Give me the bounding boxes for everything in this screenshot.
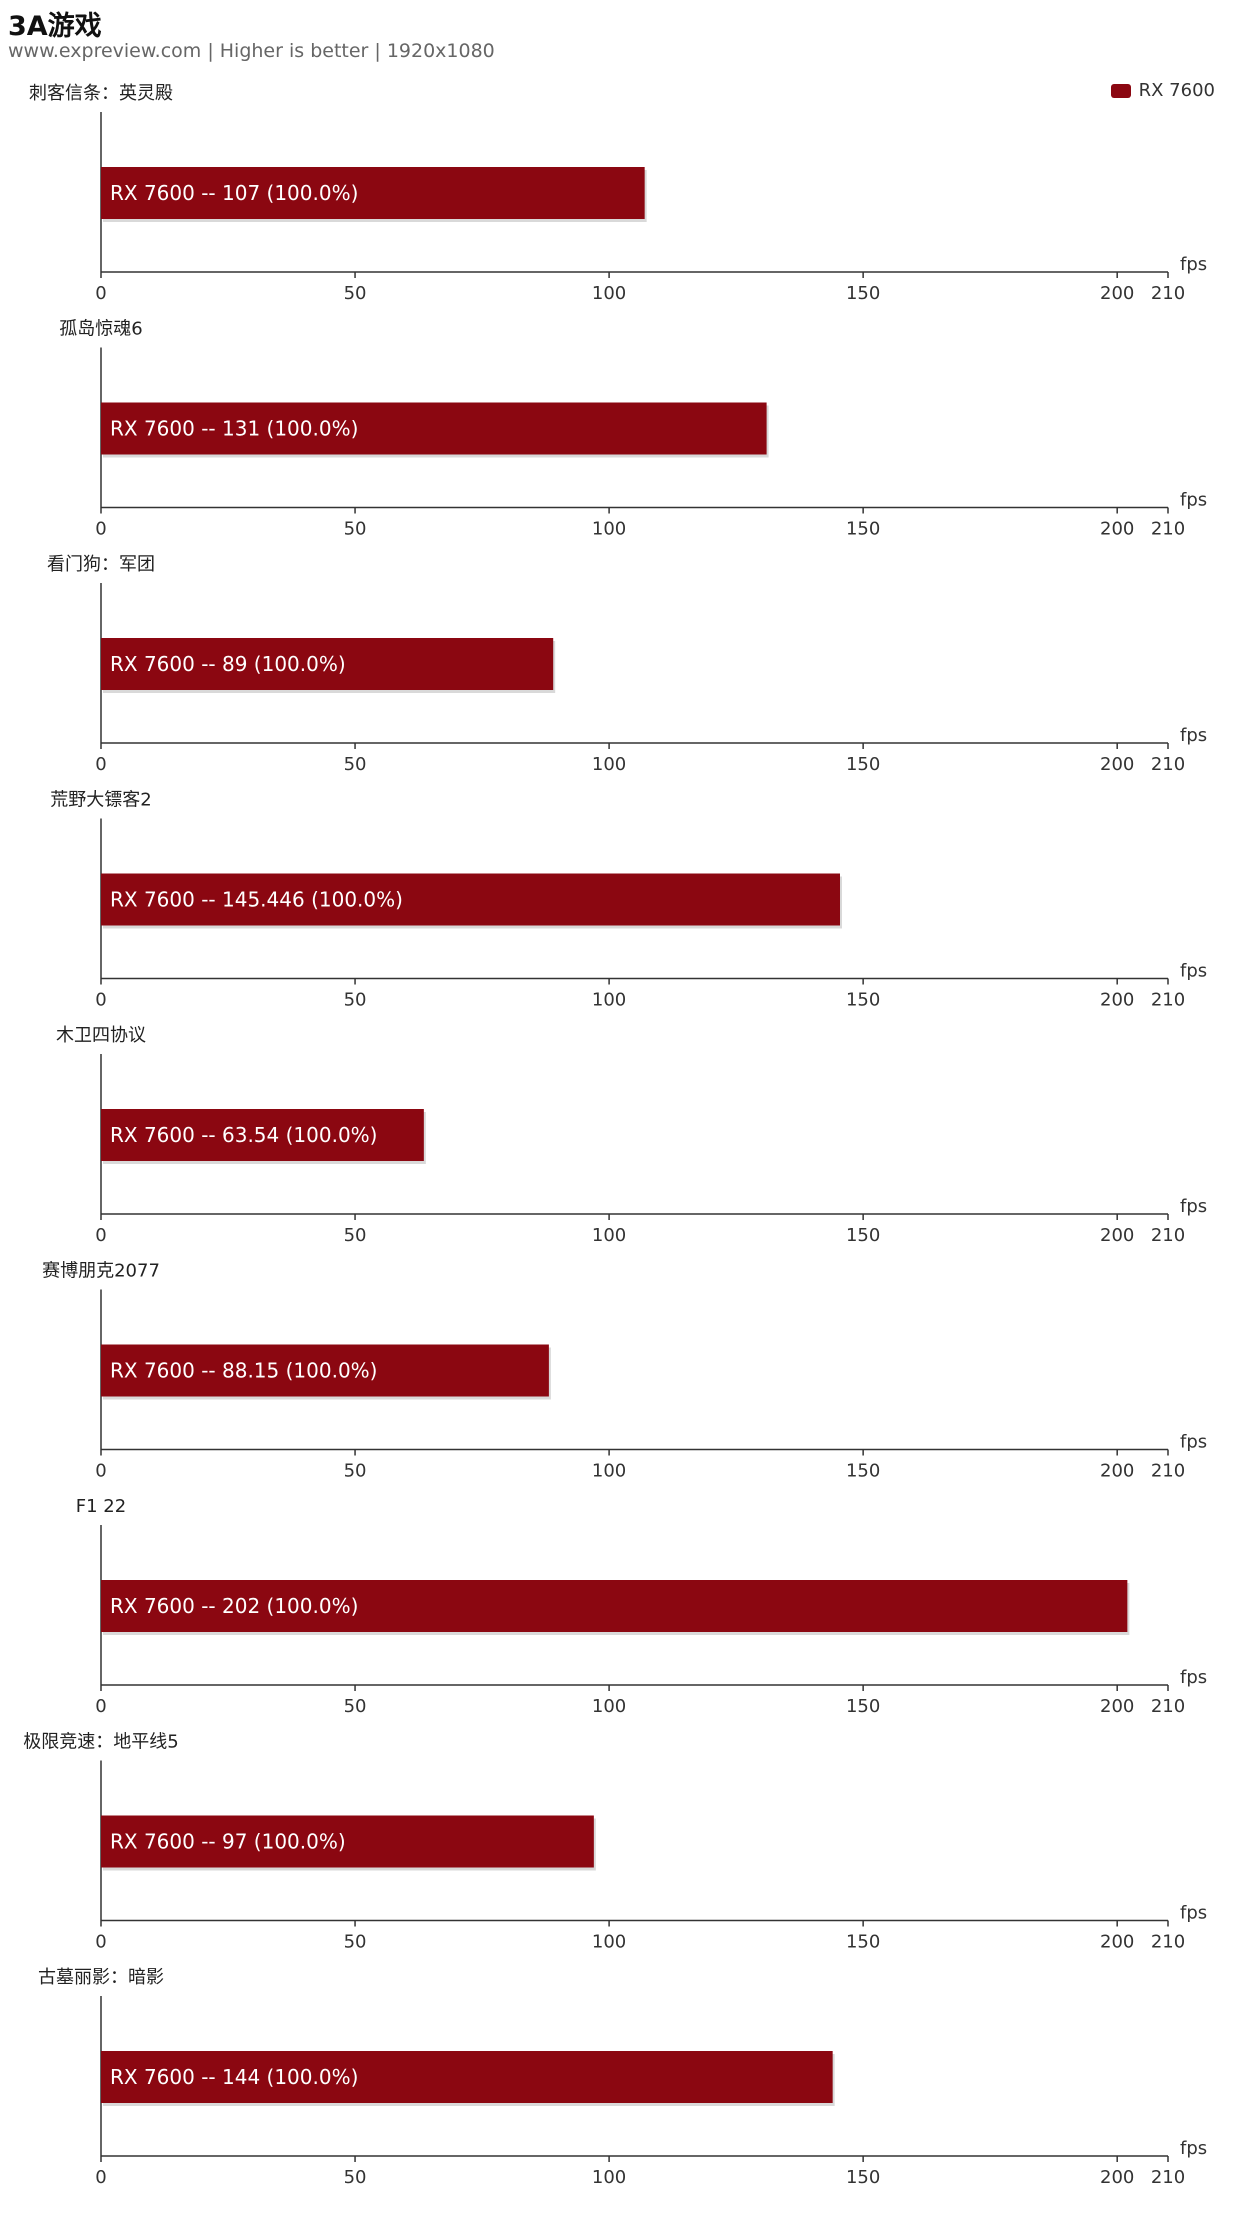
tick-label: 210 bbox=[1151, 990, 1185, 1011]
tick-label: 210 bbox=[1151, 2167, 1185, 2188]
tick-label: 150 bbox=[846, 990, 880, 1011]
legend-label: RX 7600 bbox=[1138, 80, 1215, 101]
unit-label: fps bbox=[1180, 1667, 1207, 1688]
tick-label: 100 bbox=[592, 1461, 626, 1482]
tick-label: 100 bbox=[592, 1225, 626, 1246]
tick-label: 210 bbox=[1151, 1932, 1185, 1953]
tick-label: 210 bbox=[1151, 1461, 1185, 1482]
bar bbox=[101, 1109, 424, 1161]
tick-label: 200 bbox=[1100, 519, 1134, 540]
tick-label: 200 bbox=[1100, 1461, 1134, 1482]
bar-data-label: RX 7600 -- 89 (100.0%) bbox=[110, 652, 346, 676]
tick-label: 200 bbox=[1100, 990, 1134, 1011]
bar bbox=[101, 2051, 833, 2103]
category-label: 刺客信条：英灵殿 bbox=[29, 83, 173, 104]
tick-label: 150 bbox=[846, 283, 880, 304]
bar-data-label: RX 7600 -- 144 (100.0%) bbox=[110, 2065, 358, 2089]
category-label: 木卫四协议 bbox=[56, 1025, 146, 1046]
tick-label: 200 bbox=[1100, 1225, 1134, 1246]
category-label: 古墓丽影：暗影 bbox=[38, 1967, 164, 1988]
unit-label: fps bbox=[1180, 961, 1207, 982]
tick-label: 150 bbox=[846, 1225, 880, 1246]
tick-label: 50 bbox=[344, 519, 367, 540]
tick-label: 100 bbox=[592, 754, 626, 775]
tick-label: 200 bbox=[1100, 754, 1134, 775]
bar bbox=[101, 402, 767, 455]
tick-label: 200 bbox=[1100, 1932, 1134, 1953]
chart-title: 3A游戏 bbox=[8, 11, 102, 42]
bar bbox=[101, 167, 645, 219]
tick-label: 210 bbox=[1151, 754, 1185, 775]
tick-label: 150 bbox=[846, 754, 880, 775]
tick-label: 100 bbox=[592, 283, 626, 304]
category-label: F1 22 bbox=[76, 1496, 126, 1517]
tick-label: 210 bbox=[1151, 519, 1185, 540]
bar-data-label: RX 7600 -- 88.15 (100.0%) bbox=[110, 1359, 377, 1383]
tick-label: 0 bbox=[95, 990, 106, 1011]
unit-label: fps bbox=[1180, 1196, 1207, 1217]
tick-label: 0 bbox=[95, 1461, 106, 1482]
tick-label: 100 bbox=[592, 519, 626, 540]
chart-subtitle: www.expreview.com | Higher is better | 1… bbox=[8, 40, 495, 62]
tick-label: 150 bbox=[846, 519, 880, 540]
category-label: 极限竞速：地平线5 bbox=[23, 1732, 178, 1753]
bar-data-label: RX 7600 -- 63.54 (100.0%) bbox=[110, 1123, 377, 1147]
tick-label: 50 bbox=[344, 1696, 367, 1717]
category-label: 荒野大镖客2 bbox=[50, 790, 151, 811]
tick-label: 210 bbox=[1151, 1696, 1185, 1717]
tick-label: 100 bbox=[592, 990, 626, 1011]
bar-data-label: RX 7600 -- 202 (100.0%) bbox=[110, 1594, 358, 1618]
tick-label: 100 bbox=[592, 1932, 626, 1953]
tick-label: 0 bbox=[95, 1932, 106, 1953]
category-label: 赛博朋克2077 bbox=[42, 1261, 160, 1282]
legend[interactable]: RX 7600 bbox=[1110, 80, 1215, 101]
unit-label: fps bbox=[1180, 1903, 1207, 1924]
tick-label: 200 bbox=[1100, 1696, 1134, 1717]
bar bbox=[101, 1344, 549, 1397]
bar-data-label: RX 7600 -- 131 (100.0%) bbox=[110, 417, 358, 441]
bar-data-label: RX 7600 -- 145.446 (100.0%) bbox=[110, 888, 403, 912]
tick-label: 0 bbox=[95, 519, 106, 540]
unit-label: fps bbox=[1180, 1432, 1207, 1453]
tick-label: 0 bbox=[95, 1696, 106, 1717]
tick-label: 200 bbox=[1100, 283, 1134, 304]
tick-label: 200 bbox=[1100, 2167, 1134, 2188]
tick-label: 100 bbox=[592, 1696, 626, 1717]
category-label: 看门狗：军团 bbox=[47, 554, 155, 575]
tick-label: 50 bbox=[344, 1225, 367, 1246]
legend-swatch bbox=[1110, 83, 1131, 98]
tick-label: 0 bbox=[95, 754, 106, 775]
tick-label: 50 bbox=[344, 990, 367, 1011]
bar bbox=[101, 1815, 594, 1868]
bar-data-label: RX 7600 -- 97 (100.0%) bbox=[110, 1830, 346, 1854]
tick-label: 0 bbox=[95, 2167, 106, 2188]
tick-label: 50 bbox=[344, 1932, 367, 1953]
bar bbox=[101, 1580, 1128, 1632]
tick-label: 150 bbox=[846, 2167, 880, 2188]
unit-label: fps bbox=[1180, 725, 1207, 746]
tick-label: 210 bbox=[1151, 1225, 1185, 1246]
bar bbox=[101, 873, 841, 926]
tick-label: 0 bbox=[95, 283, 106, 304]
category-label: 孤岛惊魂6 bbox=[59, 319, 142, 340]
tick-label: 0 bbox=[95, 1225, 106, 1246]
tick-label: 150 bbox=[846, 1696, 880, 1717]
tick-label: 150 bbox=[846, 1461, 880, 1482]
tick-label: 50 bbox=[344, 283, 367, 304]
bar bbox=[101, 638, 554, 690]
unit-label: fps bbox=[1180, 2138, 1207, 2159]
unit-label: fps bbox=[1180, 254, 1207, 275]
tick-label: 210 bbox=[1151, 283, 1185, 304]
bar-data-label: RX 7600 -- 107 (100.0%) bbox=[110, 181, 358, 205]
tick-label: 50 bbox=[344, 754, 367, 775]
tick-label: 150 bbox=[846, 1932, 880, 1953]
unit-label: fps bbox=[1180, 490, 1207, 511]
tick-label: 100 bbox=[592, 2167, 626, 2188]
tick-label: 50 bbox=[344, 2167, 367, 2188]
tick-label: 50 bbox=[344, 1461, 367, 1482]
